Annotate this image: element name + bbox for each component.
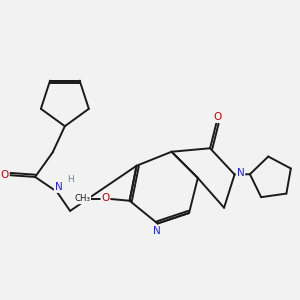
Text: CH₃: CH₃ xyxy=(74,194,90,203)
Text: N: N xyxy=(153,226,161,236)
Text: O: O xyxy=(213,112,221,122)
Text: O: O xyxy=(1,170,9,180)
Text: H: H xyxy=(67,175,73,184)
Text: N: N xyxy=(237,168,244,178)
Text: O: O xyxy=(101,193,110,202)
Text: N: N xyxy=(55,182,62,192)
